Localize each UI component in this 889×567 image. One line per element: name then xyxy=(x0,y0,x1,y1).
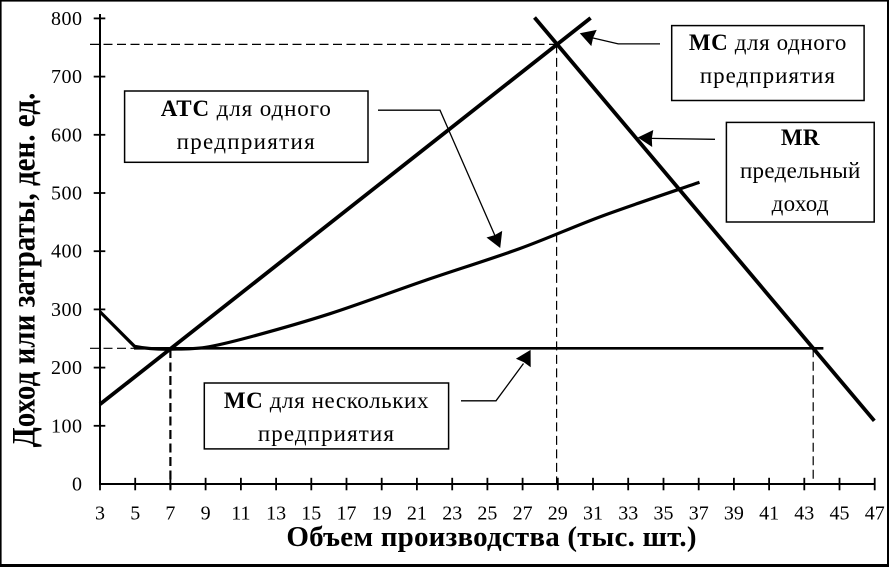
svg-text:37: 37 xyxy=(689,503,709,525)
svg-text:45: 45 xyxy=(830,503,850,525)
svg-text:47: 47 xyxy=(865,503,885,525)
svg-text:9: 9 xyxy=(201,503,211,525)
svg-text:0: 0 xyxy=(72,474,83,496)
svg-text:3: 3 xyxy=(95,503,105,525)
svg-text:31: 31 xyxy=(583,503,603,525)
svg-text:800: 800 xyxy=(51,8,83,30)
svg-text:21: 21 xyxy=(407,503,427,525)
svg-text:17: 17 xyxy=(337,503,357,525)
svg-text:300: 300 xyxy=(51,299,83,321)
svg-text:35: 35 xyxy=(654,503,674,525)
svg-text:25: 25 xyxy=(477,503,497,525)
svg-text:33: 33 xyxy=(618,503,638,525)
svg-text:400: 400 xyxy=(51,241,83,263)
svg-text:19: 19 xyxy=(372,503,392,525)
svg-text:41: 41 xyxy=(759,503,779,525)
svg-text:29: 29 xyxy=(548,503,568,525)
svg-text:700: 700 xyxy=(51,66,83,88)
svg-text:Доход или затраты, ден. ед.: Доход или затраты, ден. ед. xyxy=(5,93,42,448)
svg-text:15: 15 xyxy=(301,503,321,525)
svg-text:5: 5 xyxy=(130,503,140,525)
svg-text:500: 500 xyxy=(51,183,83,205)
svg-text:7: 7 xyxy=(165,503,175,525)
svg-text:600: 600 xyxy=(51,124,83,146)
svg-text:39: 39 xyxy=(724,503,744,525)
svg-text:200: 200 xyxy=(51,357,83,379)
svg-text:13: 13 xyxy=(266,503,286,525)
svg-text:27: 27 xyxy=(513,503,533,525)
svg-text:100: 100 xyxy=(51,415,83,437)
svg-text:Объем производства (тыс. шт.): Объем производства (тыс. шт.) xyxy=(286,521,696,553)
svg-text:43: 43 xyxy=(794,503,814,525)
svg-text:23: 23 xyxy=(442,503,462,525)
svg-text:11: 11 xyxy=(231,503,250,525)
